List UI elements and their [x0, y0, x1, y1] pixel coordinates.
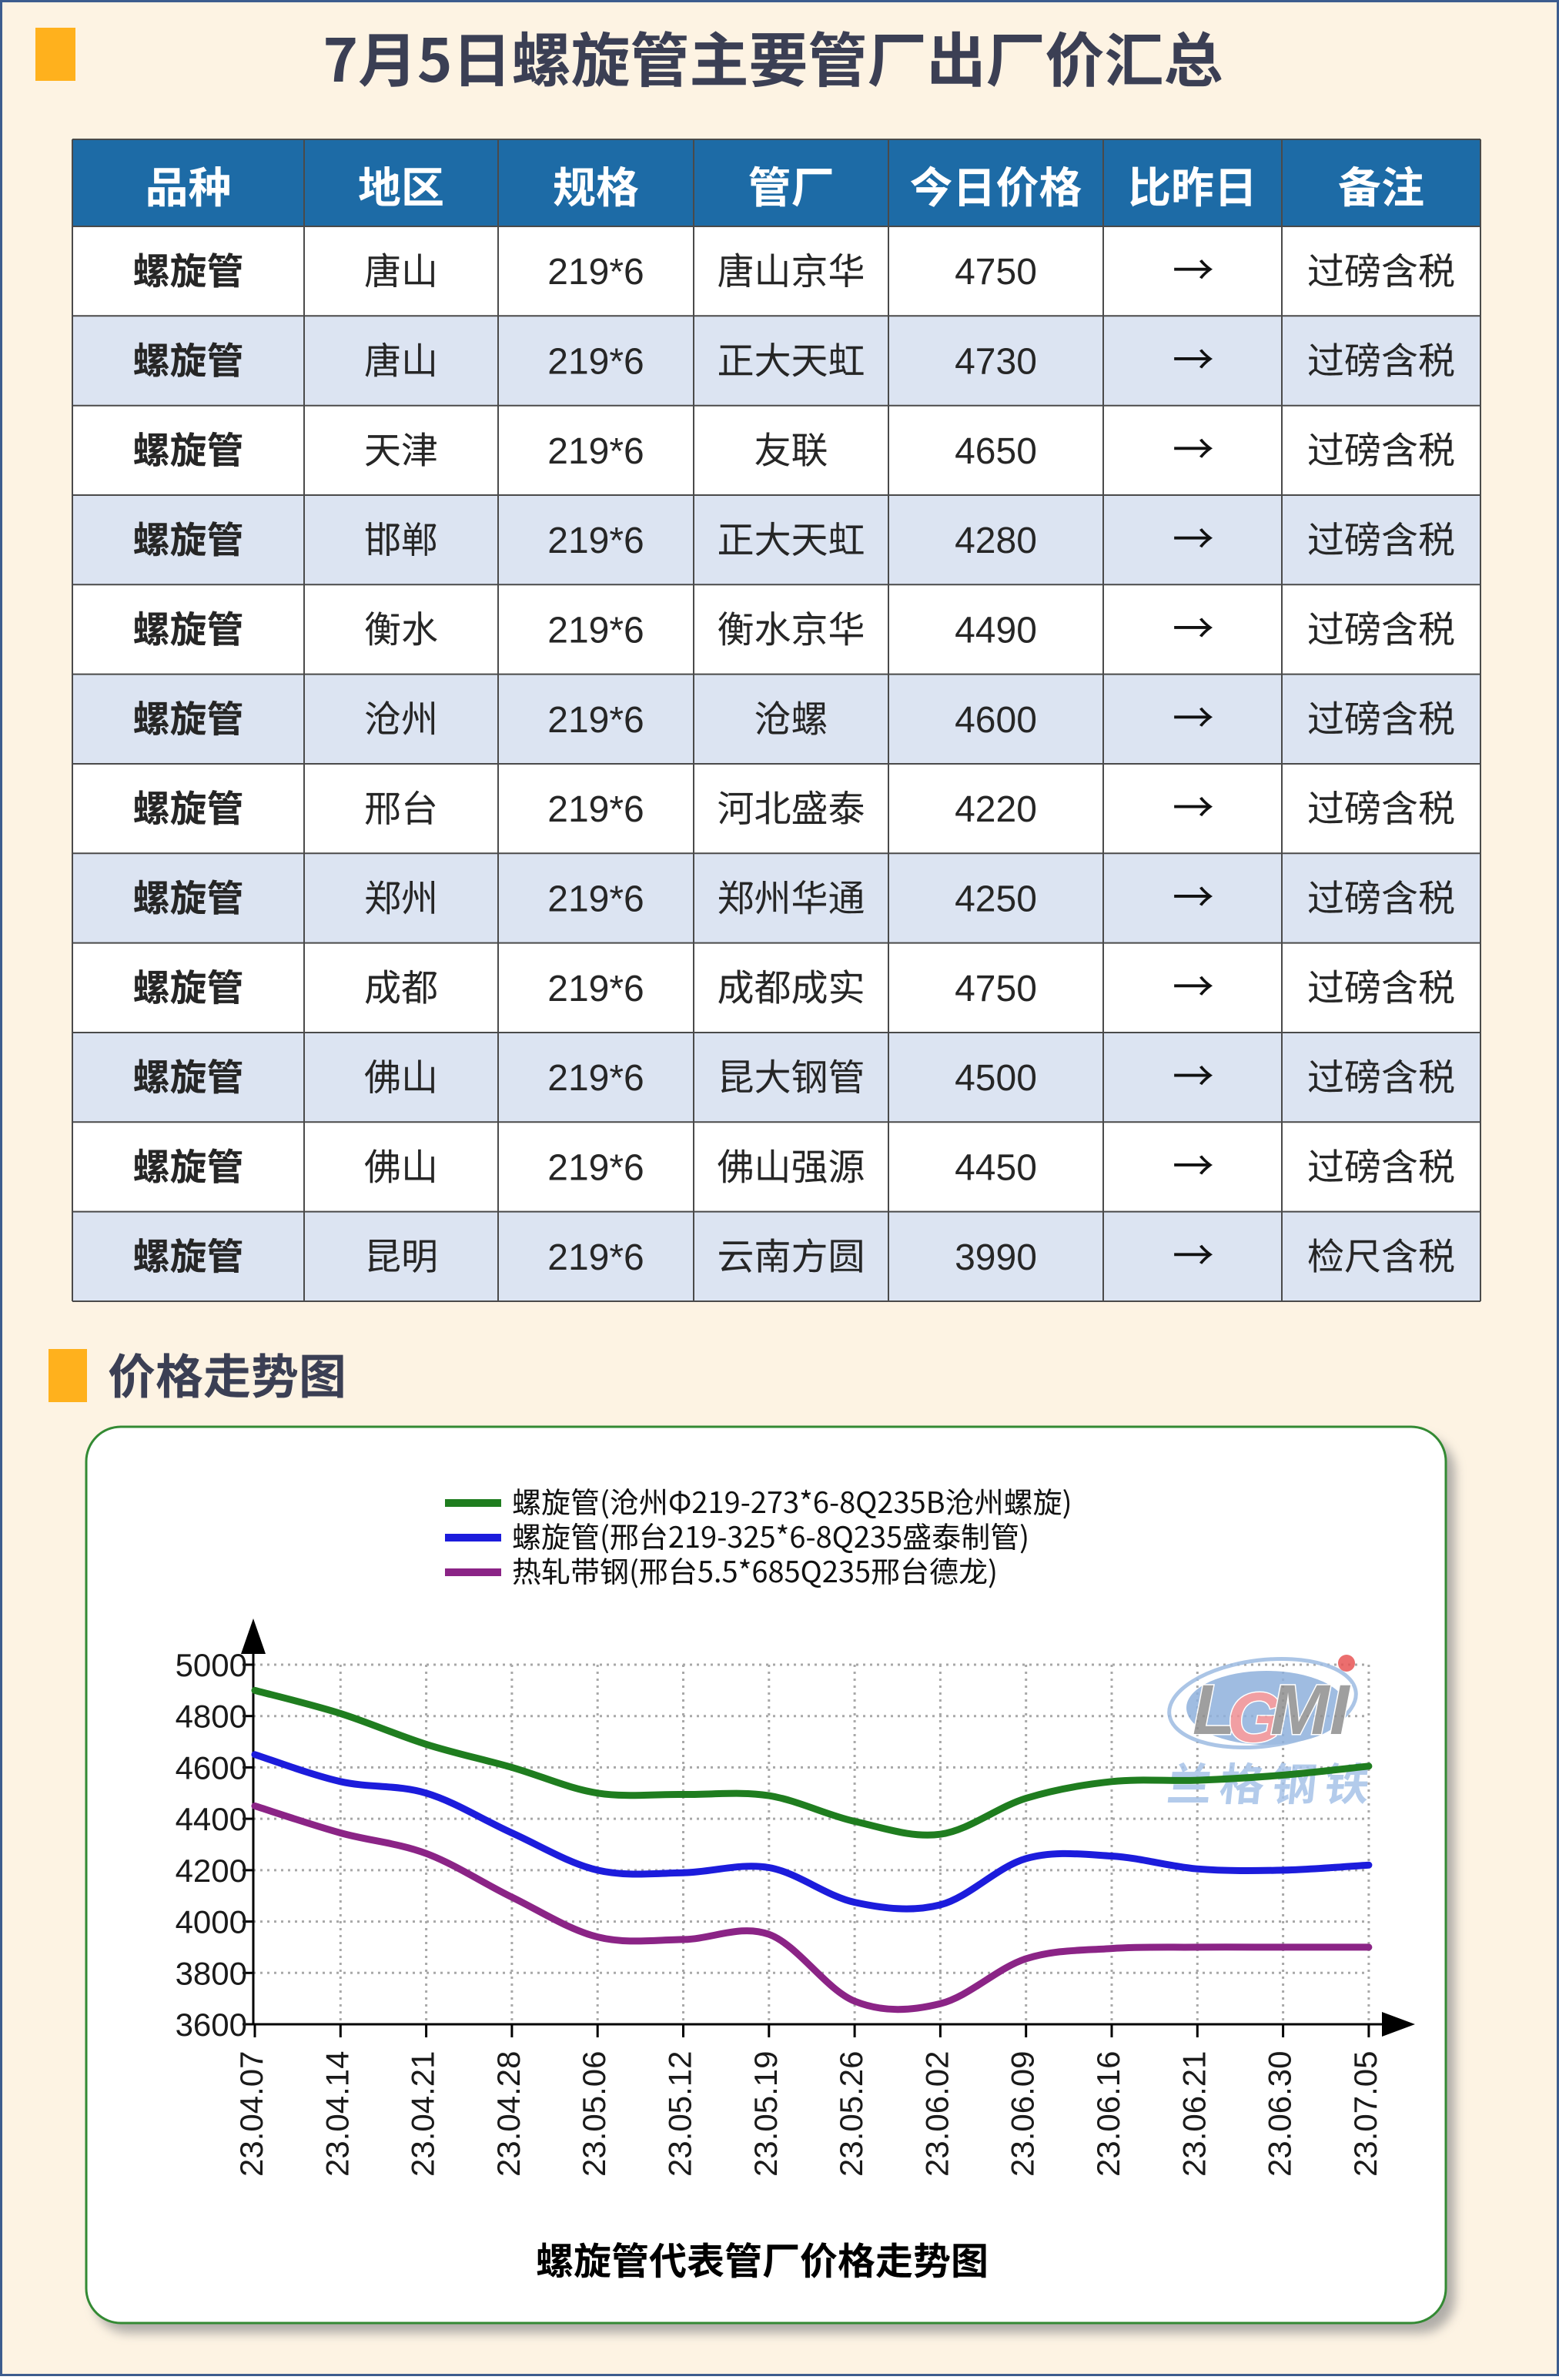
svg-text:I: I: [1330, 1671, 1351, 1749]
svg-text:219*6: 219*6: [547, 342, 644, 383]
svg-text:219*6: 219*6: [547, 789, 644, 830]
svg-text:3990: 3990: [955, 1237, 1037, 1278]
svg-text:219*6: 219*6: [547, 1148, 644, 1189]
svg-text:23.07.05: 23.07.05: [1347, 2051, 1383, 2177]
svg-text:23.05.26: 23.05.26: [833, 2051, 869, 2177]
svg-text:23.06.02: 23.06.02: [918, 2051, 955, 2177]
svg-text:3800: 3800: [176, 1955, 247, 1991]
svg-text:4250: 4250: [955, 879, 1037, 920]
svg-text:3600: 3600: [176, 2007, 247, 2043]
svg-text:4400: 4400: [176, 1801, 247, 1837]
svg-text:219*6: 219*6: [547, 700, 644, 741]
svg-text:4750: 4750: [955, 252, 1037, 293]
svg-text:4500: 4500: [955, 1058, 1037, 1099]
svg-text:23.04.07: 23.04.07: [233, 2051, 269, 2177]
svg-text:4000: 4000: [176, 1904, 247, 1940]
svg-text:4220: 4220: [955, 789, 1037, 830]
svg-text:5000: 5000: [176, 1647, 247, 1683]
svg-text:23.05.19: 23.05.19: [748, 2051, 784, 2177]
svg-text:219*6: 219*6: [547, 252, 644, 293]
svg-text:4600: 4600: [955, 700, 1037, 741]
svg-text:23.04.28: 23.04.28: [490, 2051, 527, 2177]
svg-text:23.04.14: 23.04.14: [319, 2051, 355, 2177]
svg-text:4200: 4200: [176, 1853, 247, 1889]
svg-text:4600: 4600: [176, 1749, 247, 1786]
svg-text:219*6: 219*6: [547, 521, 644, 561]
svg-text:4490: 4490: [955, 611, 1037, 651]
svg-text:23.06.09: 23.06.09: [1005, 2051, 1041, 2177]
svg-text:L: L: [1193, 1671, 1236, 1749]
svg-text:219*6: 219*6: [547, 969, 644, 1009]
svg-text:4450: 4450: [955, 1148, 1037, 1189]
svg-text:23.06.16: 23.06.16: [1090, 2051, 1126, 2177]
svg-text:219*6: 219*6: [547, 879, 644, 920]
svg-text:23.06.30: 23.06.30: [1262, 2051, 1298, 2177]
svg-text:4750: 4750: [955, 969, 1037, 1009]
svg-text:23.06.21: 23.06.21: [1176, 2051, 1212, 2177]
svg-text:23.05.06: 23.05.06: [576, 2051, 612, 2177]
svg-text:4730: 4730: [955, 342, 1037, 383]
svg-text:4650: 4650: [955, 431, 1037, 472]
svg-text:219*6: 219*6: [547, 1237, 644, 1278]
svg-text:219*6: 219*6: [547, 1058, 644, 1099]
svg-text:4280: 4280: [955, 521, 1037, 561]
svg-text:4800: 4800: [176, 1699, 247, 1735]
svg-text:23.04.21: 23.04.21: [405, 2051, 441, 2177]
svg-text:M: M: [1270, 1671, 1331, 1749]
svg-text:219*6: 219*6: [547, 431, 644, 472]
svg-text:219*6: 219*6: [547, 611, 644, 651]
svg-text:G: G: [1227, 1679, 1283, 1757]
svg-text:23.05.12: 23.05.12: [662, 2051, 698, 2177]
